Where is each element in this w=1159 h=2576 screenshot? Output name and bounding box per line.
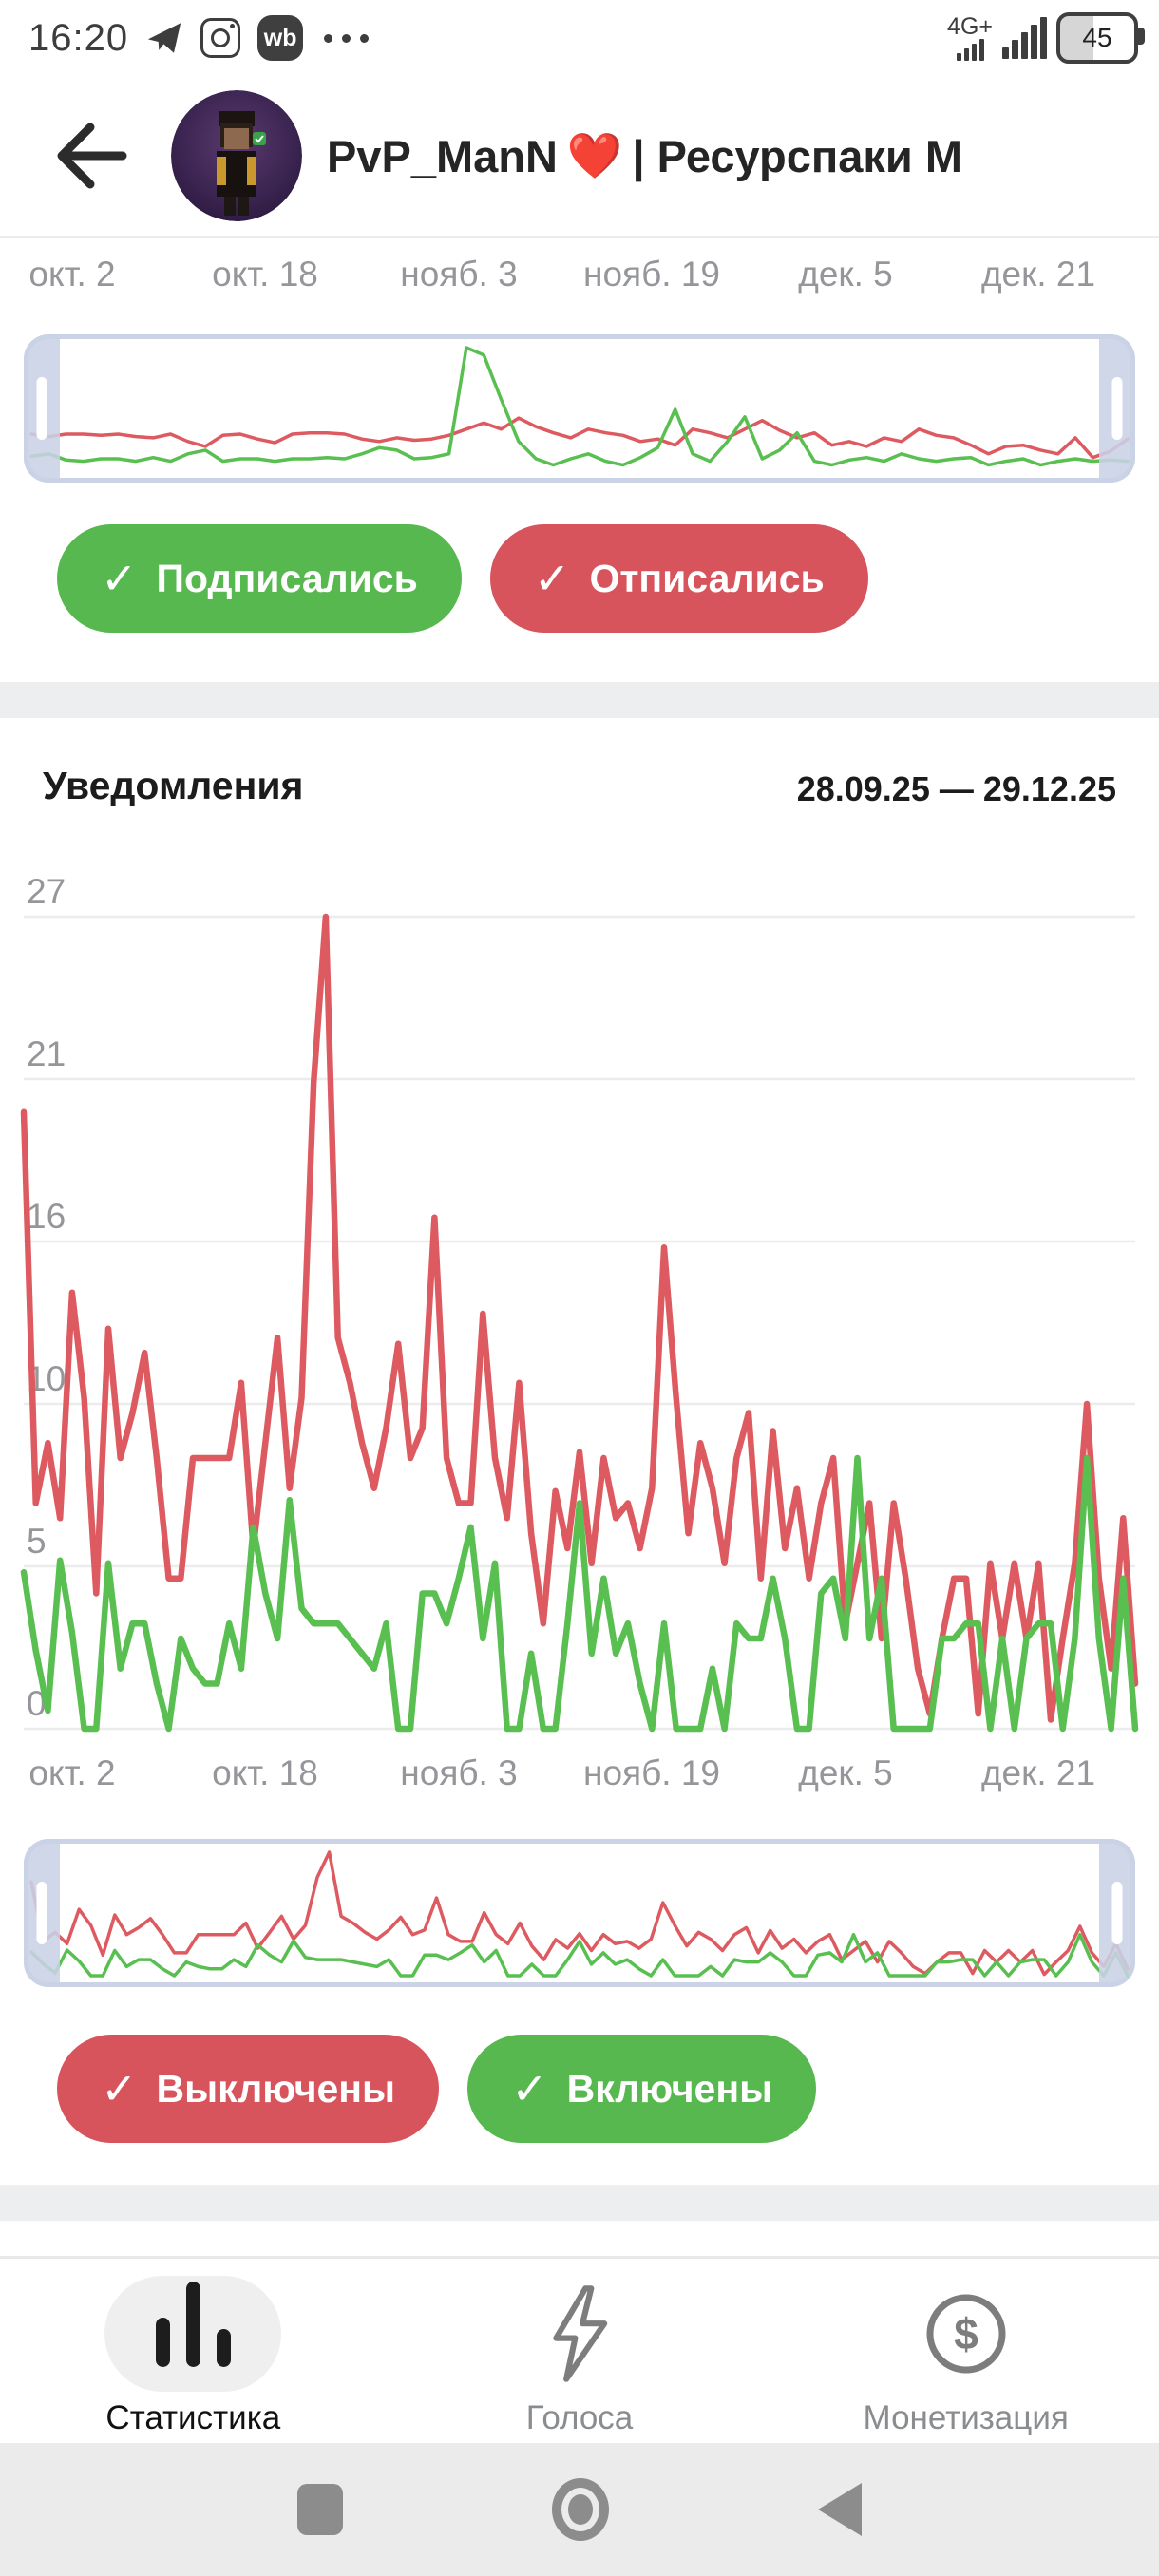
y-axis-label: 0 [27, 1684, 47, 1723]
back-button[interactable] [34, 104, 139, 208]
series-line [29, 1932, 1130, 1978]
tab-monetization-label: Монетизация [863, 2399, 1069, 2436]
status-bar: 16:20 wb 4G+ 45 [0, 0, 1159, 76]
check-icon: ✓ [101, 2064, 138, 2113]
subscribed-label: Подписались [156, 556, 418, 600]
channel-title-text: PvP_ManN [327, 130, 558, 181]
scrubber-right-handle[interactable] [1099, 1839, 1135, 1987]
x-axis-label: нояб. 3 [400, 255, 518, 294]
battery-icon: 45 [1056, 12, 1145, 64]
subscribers-range-scrubber[interactable] [24, 334, 1135, 483]
x-axis-label: дек. 5 [798, 1753, 893, 1792]
y-axis-label: 21 [27, 1034, 66, 1073]
enabled-label: Включены [566, 2066, 773, 2111]
subscribed-toggle-button[interactable]: ✓ Подписались [57, 524, 462, 633]
date-range-label: 28.09.25 — 29.12.25 [796, 769, 1116, 808]
title-fade-overlay [1036, 123, 1159, 189]
notifications-range-scrubber[interactable] [24, 1839, 1135, 1987]
data-activity-icon [956, 39, 984, 61]
disabled-toggle-button[interactable]: ✓ Выключены [57, 2035, 440, 2143]
x-axis-label: дек. 21 [980, 1753, 1096, 1792]
subscribers-legend-buttons: ✓ Подписались ✓ Отписались [57, 524, 868, 633]
tab-boosts[interactable]: Голоса [387, 2259, 773, 2443]
nav-top-divider [0, 2256, 1159, 2259]
scrubber-left-handle[interactable] [24, 1839, 60, 1987]
network-type-label: 4G+ [947, 13, 993, 40]
clock: 16:20 [28, 16, 129, 59]
x-axis-label: нояб. 3 [400, 1753, 518, 1792]
svg-text:$: $ [954, 2309, 978, 2358]
avatar[interactable] [171, 90, 302, 221]
notifications-minimap-chart [29, 1850, 1130, 1978]
signal-strength-icon [1002, 17, 1047, 59]
series-line [29, 346, 1130, 467]
enabled-toggle-button[interactable]: ✓ Включены [467, 2035, 817, 2143]
subscribers-x-axis: окт. 2 окт. 18 нояб. 3 нояб. 19 дек. 5 дек. 2… [0, 255, 1159, 298]
android-navigation-bar [0, 2443, 1159, 2576]
section-separator [0, 682, 1159, 718]
channel-title-suffix: | Ресурспаки М [632, 130, 963, 181]
x-axis-label: нояб. 19 [583, 255, 720, 294]
home-button[interactable] [552, 2478, 609, 2541]
lightning-icon [542, 2274, 618, 2394]
bottom-navigation: Статистика Голоса $ Монетизация [0, 2259, 1159, 2443]
y-axis-label: 27 [27, 872, 66, 911]
y-axis-label: 16 [27, 1197, 66, 1236]
x-axis-label: окт. 2 [28, 1753, 116, 1792]
tab-statistics[interactable]: Статистика [0, 2259, 387, 2443]
x-axis-label: окт. 18 [212, 255, 318, 294]
recents-button[interactable] [297, 2484, 343, 2535]
scrubber-right-handle[interactable] [1099, 334, 1135, 483]
section-separator [0, 2185, 1159, 2221]
check-icon: ✓ [533, 554, 571, 603]
x-axis-label: окт. 18 [212, 1753, 318, 1792]
heart-emoji: ❤️ [566, 130, 623, 180]
notifications-legend-buttons: ✓ Выключены ✓ Включены [57, 2035, 817, 2143]
subscribers-minimap-chart [29, 346, 1130, 467]
disabled-label: Выключены [156, 2066, 396, 2111]
check-icon: ✓ [511, 2064, 548, 2113]
series-line [20, 1454, 1139, 1733]
instagram-icon [200, 18, 241, 58]
scrubber-left-handle[interactable] [24, 334, 60, 483]
bar-chart-icon [104, 2276, 282, 2392]
telegram-icon [145, 19, 183, 57]
dollar-circle-icon: $ [922, 2274, 1010, 2394]
more-notifications-icon [324, 33, 370, 43]
tab-monetization[interactable]: $ Монетизация [772, 2259, 1159, 2443]
tab-statistics-label: Статистика [105, 2399, 281, 2436]
tab-boosts-label: Голоса [525, 2399, 634, 2436]
series-line [29, 416, 1130, 460]
header-divider [0, 236, 1159, 238]
notifications-x-axis: окт. 2 окт. 18 нояб. 3 нояб. 19 дек. 5 дек. 2… [0, 1753, 1159, 1797]
series-line [20, 913, 1139, 1723]
section-title: Уведомления [43, 764, 304, 807]
x-axis-label: окт. 2 [28, 255, 116, 294]
x-axis-label: нояб. 19 [583, 1753, 720, 1792]
android-back-button[interactable] [818, 2483, 862, 2536]
unsubscribed-toggle-button[interactable]: ✓ Отписались [489, 524, 868, 633]
unsubscribed-label: Отписались [589, 556, 825, 600]
app-header: PvP_ManN ❤️ | Ресурспаки М [0, 76, 1159, 236]
x-axis-label: дек. 21 [980, 255, 1096, 294]
x-axis-label: дек. 5 [798, 255, 893, 294]
series-line [29, 1850, 1130, 1977]
channel-title: PvP_ManN ❤️ | Ресурспаки М [327, 123, 1159, 189]
wb-app-icon: wb [257, 15, 304, 61]
y-axis-label: 5 [27, 1522, 47, 1561]
check-icon: ✓ [101, 554, 138, 603]
